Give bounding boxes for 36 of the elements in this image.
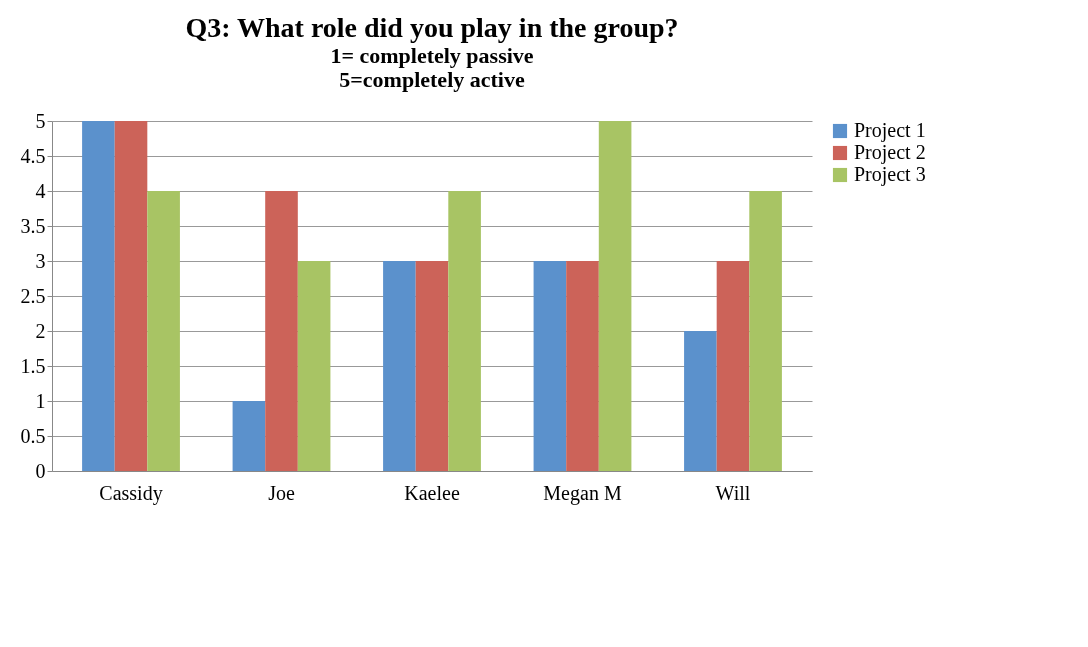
bar xyxy=(533,261,567,471)
y-tick-label: 1.5 xyxy=(20,354,46,377)
y-tick-label: 1 xyxy=(35,389,46,412)
y-tick-label: 5 xyxy=(35,109,46,132)
x-tick-label: Megan M xyxy=(543,481,622,505)
bar xyxy=(232,401,266,471)
bar xyxy=(383,261,416,471)
y-tick-label: 0.5 xyxy=(20,424,46,447)
legend-label: Project 1 xyxy=(854,119,926,142)
x-tick-label: Cassidy xyxy=(99,481,163,505)
x-tick-label: Joe xyxy=(268,481,295,504)
x-tick-label: Kaelee xyxy=(404,481,460,504)
bar xyxy=(598,121,632,471)
legend-label: Project 3 xyxy=(854,163,926,186)
legend-label: Project 2 xyxy=(854,141,926,164)
y-tick-label: 3 xyxy=(35,249,46,272)
chart-subtitle: 1= completely passive 5=completely active xyxy=(330,43,534,92)
y-tick-label: 4.5 xyxy=(20,144,46,167)
y-tick-label: 2.5 xyxy=(20,284,46,307)
chart-title: Q3: What role did you play in the group? xyxy=(185,12,679,43)
bar xyxy=(566,261,599,471)
bar xyxy=(749,191,782,471)
bar xyxy=(82,121,115,471)
y-tick-label: 4 xyxy=(35,179,46,202)
bar xyxy=(716,261,750,471)
y-tick-label: 3.5 xyxy=(20,214,46,237)
bar xyxy=(684,331,717,471)
bar xyxy=(448,191,481,471)
bar xyxy=(297,261,331,471)
bar xyxy=(265,191,298,471)
y-tick-label: 0 xyxy=(35,459,46,482)
x-tick-label: Will xyxy=(715,481,751,504)
y-tick-label: 2 xyxy=(35,319,46,342)
bar xyxy=(114,121,148,471)
bar xyxy=(147,191,180,471)
bar xyxy=(415,261,449,471)
